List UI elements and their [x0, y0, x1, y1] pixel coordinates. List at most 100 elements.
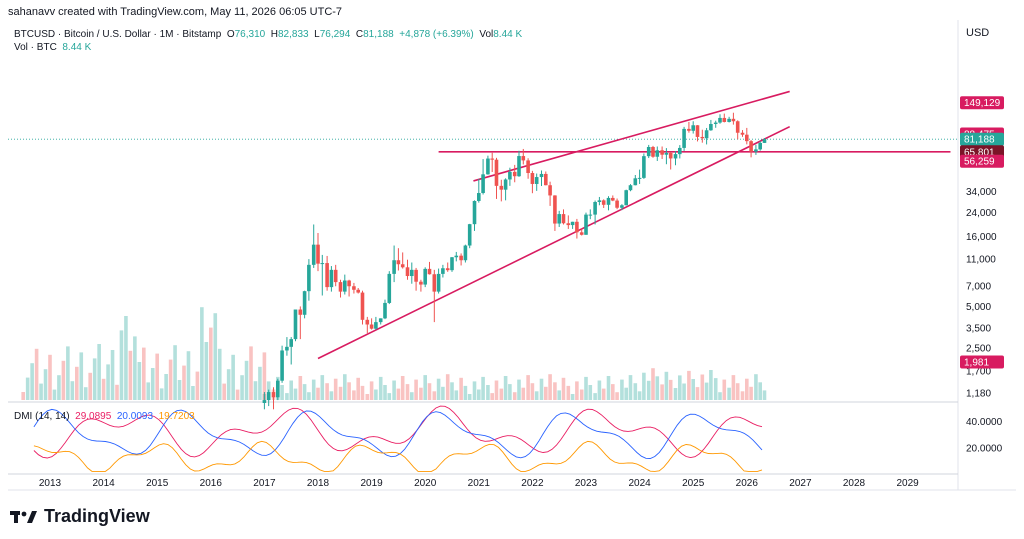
volume-bar — [240, 375, 244, 400]
volume-legend: Vol · BTC 8.44 K — [14, 42, 91, 53]
volume-bar — [597, 380, 602, 400]
candle — [700, 136, 705, 139]
volume-bar — [735, 383, 740, 400]
volume-bar — [311, 379, 316, 400]
vol-value: 8.44 K — [493, 29, 523, 40]
volume-bar — [360, 385, 365, 400]
candle — [628, 185, 633, 191]
dmi-label[interactable]: DMI (14, 14) — [14, 411, 70, 422]
volume-bar — [182, 365, 186, 400]
volume-bar — [620, 379, 624, 400]
volume-bar — [655, 376, 660, 400]
volume-bar — [668, 379, 673, 400]
o-value: 76,310 — [234, 29, 266, 40]
volume-bar — [280, 385, 284, 400]
candle — [445, 268, 450, 271]
price-badge — [960, 132, 1004, 146]
currency-label[interactable]: USD — [966, 27, 990, 39]
candle — [369, 324, 374, 329]
y-tick-label: 5,000 — [966, 302, 991, 313]
volume-bar — [124, 316, 128, 400]
volume-bar — [687, 370, 691, 400]
volume-bar — [285, 393, 289, 400]
dmi-tick-label: 20.0000 — [966, 443, 1003, 454]
candle — [682, 128, 686, 148]
volume-bar — [226, 369, 231, 400]
volume-bar — [128, 350, 133, 400]
candle — [646, 146, 651, 157]
x-tick-label: 2018 — [307, 478, 330, 489]
volume-bar — [553, 382, 557, 400]
volume-bar — [700, 374, 705, 400]
volume-bar — [405, 384, 410, 400]
candle — [503, 179, 508, 190]
volume-bar — [718, 392, 722, 400]
volume-bar — [253, 381, 258, 400]
volume-bar — [293, 388, 298, 400]
volume-bar — [307, 392, 311, 400]
y-tick-label: 2,500 — [966, 344, 991, 355]
candle — [343, 280, 347, 292]
volume-bar — [557, 390, 561, 400]
volume-series-label[interactable]: Vol · BTC — [14, 42, 57, 53]
candle — [642, 156, 646, 178]
candle — [664, 152, 669, 155]
x-tick-label: 2017 — [253, 478, 276, 489]
candle — [561, 214, 566, 224]
candle — [651, 146, 655, 157]
dmi-plus-value: 29.0895 — [75, 411, 112, 422]
volume-bar — [575, 381, 579, 400]
candle — [392, 260, 396, 274]
candle — [280, 350, 284, 381]
volume-bar — [316, 387, 320, 400]
volume-bar — [88, 372, 92, 400]
candle — [316, 244, 320, 264]
volume-bar — [262, 352, 267, 400]
volume-bar — [83, 387, 88, 400]
candle — [423, 268, 427, 285]
volume-bar — [231, 354, 235, 400]
volume-bar — [544, 386, 548, 400]
volume-bar — [695, 387, 700, 400]
volume-bar — [624, 387, 628, 400]
volume-bar — [611, 384, 615, 400]
candle — [718, 117, 722, 123]
volume-bar — [709, 370, 713, 400]
candle — [570, 221, 575, 226]
volume-bar — [436, 378, 441, 400]
candle — [762, 139, 767, 143]
price-badge-label: 149,129 — [964, 98, 1001, 109]
volume-bar — [521, 387, 526, 400]
trend-line-lower-wedge — [317, 125, 791, 360]
candle — [615, 200, 619, 208]
symbol-label[interactable]: BTCUSD · Bitcoin / U.S. Dollar · 1M · Bi… — [14, 29, 222, 40]
candle — [754, 149, 758, 152]
candle — [352, 286, 356, 290]
volume-bar — [463, 385, 468, 400]
candle — [722, 117, 727, 122]
candle — [548, 185, 552, 196]
candle — [512, 171, 517, 177]
x-tick-label: 2019 — [360, 478, 383, 489]
volume-bar — [289, 380, 293, 400]
volume-bar — [383, 385, 387, 400]
volume-bar — [539, 378, 544, 400]
candle — [691, 125, 695, 131]
candle — [436, 273, 441, 292]
price-badge-label: 65,801 — [964, 147, 995, 158]
volume-bar — [369, 381, 374, 400]
volume-bar — [244, 360, 249, 400]
candle — [459, 255, 463, 261]
volume-bar — [660, 384, 664, 400]
volume-bar — [615, 392, 619, 400]
volume-bar — [664, 371, 669, 400]
candle — [383, 302, 387, 319]
candle — [293, 309, 298, 340]
volume-bar — [164, 374, 168, 400]
price-badge — [960, 355, 1004, 369]
candle — [365, 319, 370, 325]
volume-bar — [646, 380, 651, 400]
tradingview-logo[interactable]: TradingView — [10, 506, 150, 527]
volume-bar — [137, 362, 142, 400]
